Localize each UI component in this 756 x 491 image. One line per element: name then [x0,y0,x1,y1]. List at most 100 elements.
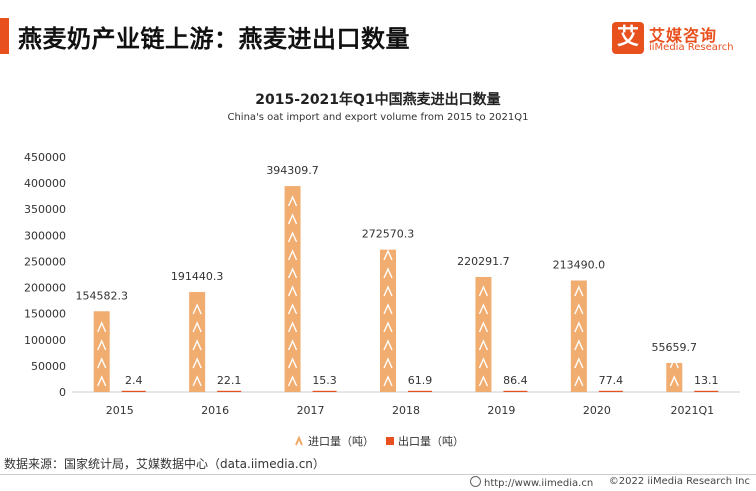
wheat-glyph [287,339,298,351]
page-title: 燕麦奶产业链上游：燕麦进出口数量 [18,25,410,53]
y-tick-label: 200000 [24,282,66,295]
export-bar [408,390,432,392]
wheat-glyph [287,267,298,279]
chart-title: 2015-2021年Q1中国燕麦进出口数量 [255,92,501,108]
export-value-label: 77.4 [599,374,624,387]
wheat-glyph [383,357,393,369]
export-bar [598,390,623,392]
import-value-label: 154582.3 [75,289,128,302]
wheat-glyph [192,321,202,333]
wheat-glyph [574,339,584,351]
wheat-glyph [97,339,107,351]
export-value-label: 15.3 [312,374,337,387]
export-bar [312,390,337,392]
export-bar [503,390,528,392]
header-bar: 燕麦奶产业链上游：燕麦进出口数量 [0,0,756,64]
wheat-glyph [478,375,489,387]
legend-import-swatch [295,435,303,446]
chart-subtitle: China's oat import and export volume fro… [227,112,529,123]
copyright: ©2022 iiMedia Research Inc [608,476,750,487]
brand-name-en: iiMedia Research [649,42,734,53]
data-source: 数据来源：国家统计局，艾媒数据中心（data.iimedia.cn） [4,457,325,471]
wheat-glyph [192,339,202,351]
wheat-glyph [287,231,298,243]
wheat-glyph [97,357,107,369]
wheat-glyph [192,357,202,369]
import-value-label: 220291.7 [457,255,510,268]
title-accent-bar [0,18,9,54]
import-bar [570,280,587,392]
x-tick-label: 2017 [297,404,325,417]
x-tick-label: 2019 [487,404,515,417]
globe-icon [470,476,481,487]
wheat-glyph [478,285,489,297]
import-value-label: 394309.7 [266,164,319,177]
wheat-glyph [574,375,584,387]
wheat-glyph [574,357,584,369]
y-tick-label: 450000 [24,151,66,164]
export-bar [217,390,242,392]
y-tick-label: 100000 [24,334,66,347]
footer-divider [0,474,756,475]
x-tick-label: 2018 [392,404,420,417]
import-bar [380,249,396,392]
import-value-label: 213490.0 [553,259,606,272]
brand-logo: 艾 [612,22,644,54]
import-bar [475,276,492,392]
wheat-glyph [383,375,393,387]
footer-url: http://www.iimedia.cn [470,476,593,489]
legend-export-swatch [386,437,394,445]
x-tick-label: 2020 [583,404,611,417]
wheat-glyph [383,249,393,261]
legend-import-label: 进口量（吨） [308,435,374,448]
wheat-glyph [97,375,107,387]
wheat-glyph [383,339,393,351]
y-tick-label: 300000 [24,229,66,242]
wheat-glyph [478,303,489,315]
export-value-label: 13.1 [694,374,719,387]
y-tick-label: 350000 [24,203,66,216]
brand: 艾 艾媒咨询 iiMedia Research [612,22,742,58]
wheat-glyph [192,375,202,387]
wheat-glyph [287,213,298,225]
wheat-glyph [478,321,489,333]
wheat-glyph [574,321,584,333]
export-value-label: 2.4 [125,374,143,387]
import-value-label: 191440.3 [171,270,224,283]
wheat-glyph [478,339,489,351]
wheat-glyph [287,357,298,369]
wheat-glyph [383,267,393,279]
export-bar [694,390,719,392]
wheat-glyph [192,303,202,315]
wheat-glyph [669,357,679,369]
wheat-glyph [287,303,298,315]
brand-name-cn: 艾媒咨询 [649,26,718,45]
wheat-glyph [287,195,298,207]
y-tick-label: 150000 [24,308,66,321]
import-bar [284,186,301,392]
wheat-glyph [287,375,298,387]
export-bar [121,390,146,392]
wheat-glyph [383,321,393,333]
import-value-label: 272570.3 [362,228,415,241]
wheat-glyph [574,285,584,297]
wheat-glyph [383,303,393,315]
x-tick-label: 2015 [106,404,134,417]
import-value-label: 55659.7 [652,341,698,354]
x-tick-label: 2021Q1 [670,404,714,417]
export-value-label: 22.1 [217,374,242,387]
export-value-label: 86.4 [503,374,528,387]
wheat-glyph [287,249,298,261]
footer-url-text: http://www.iimedia.cn [484,478,594,489]
wheat-glyph [478,357,489,369]
wheat-glyph [383,285,393,297]
wheat-glyph [97,321,107,333]
legend-export-label: 出口量（吨） [398,434,464,448]
wheat-glyph [287,321,298,333]
x-tick-label: 2016 [201,404,229,417]
export-value-label: 61.9 [408,374,433,387]
y-tick-label: 400000 [24,177,66,190]
y-tick-label: 50000 [31,360,66,373]
y-tick-label: 0 [59,386,66,399]
